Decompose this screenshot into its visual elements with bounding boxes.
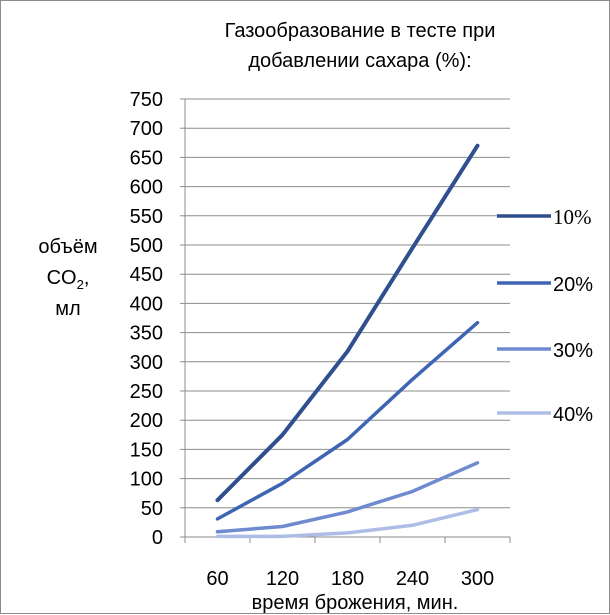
y-tick-label: 250 bbox=[130, 381, 163, 403]
x-tick-label: 240 bbox=[396, 568, 429, 590]
x-tick-label: 300 bbox=[461, 568, 494, 590]
y-tick-label: 100 bbox=[130, 469, 163, 491]
y-tick-label: 600 bbox=[130, 177, 163, 199]
legend-label: 30% bbox=[553, 340, 593, 362]
legend-label: 20% bbox=[553, 274, 593, 296]
x-tick-label: 120 bbox=[266, 568, 299, 590]
series-line-10pct bbox=[218, 146, 478, 501]
x-tick-label: 180 bbox=[331, 568, 364, 590]
y-tick-label: 750 bbox=[130, 89, 163, 111]
y-tick-label: 300 bbox=[130, 352, 163, 374]
y-tick-label: 700 bbox=[130, 118, 163, 140]
y-tick-label: 650 bbox=[130, 147, 163, 169]
legend-label: 10% bbox=[553, 205, 592, 229]
y-tick-label: 150 bbox=[130, 439, 163, 461]
y-tick-label: 200 bbox=[130, 410, 163, 432]
y-tick-label: 350 bbox=[130, 323, 163, 345]
y-tick-label: 400 bbox=[130, 293, 163, 315]
y-tick-label: 50 bbox=[141, 498, 163, 520]
y-tick-label: 450 bbox=[130, 264, 163, 286]
y-tick-label: 550 bbox=[130, 206, 163, 228]
y-tick-label: 500 bbox=[130, 235, 163, 257]
y-tick-label: 0 bbox=[152, 527, 163, 549]
legend-label: 40% bbox=[553, 404, 593, 426]
x-tick-label: 60 bbox=[206, 568, 228, 590]
